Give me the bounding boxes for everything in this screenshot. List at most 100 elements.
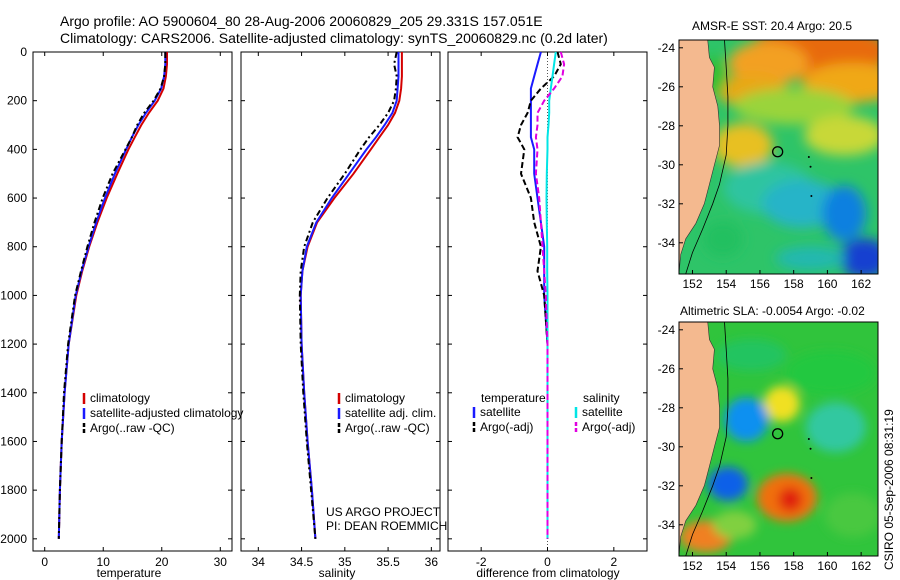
temperature-frame xyxy=(32,51,233,552)
salinity-panel: 34 34.5 35 35.5 36 salinity climatologysatelli… xyxy=(240,51,441,580)
sla_map-anomaly xyxy=(805,402,866,453)
difference-series-line xyxy=(516,51,562,539)
sst-map: 152 154 156 158 160 162 -24 -26 -28 -30 -32 -34 xyxy=(658,39,879,291)
sla_map-x-tick-label: 162 xyxy=(851,559,871,573)
sla_map-y-tick-label: -32 xyxy=(658,479,676,493)
difference-series-line xyxy=(534,51,566,539)
difference-series-line xyxy=(545,51,557,539)
depth-tick-label: 2000 xyxy=(0,532,27,546)
depth-tick-label: 800 xyxy=(7,240,27,254)
sla_map-frame xyxy=(678,321,879,557)
legend-label: satellite-adjusted climatology xyxy=(90,406,243,420)
legend-label: Argo(..raw -QC) xyxy=(90,421,175,435)
sst_map-y-tick-label: -30 xyxy=(658,158,676,172)
figure-title-line-2: Climatology: CARS2006. Satellite-adjuste… xyxy=(60,30,608,46)
sla-map-title: Altimetric SLA: -0.0054 Argo: -0.02 xyxy=(680,304,865,318)
sst_map-x-tick-label: 152 xyxy=(682,277,702,291)
temperature-x-tick-label: 0 xyxy=(41,555,48,569)
depth-tick-label: 1200 xyxy=(0,337,27,351)
legend-label: climatology xyxy=(90,391,150,405)
sst_map-x-tick-label: 154 xyxy=(716,277,736,291)
temperature-series-line xyxy=(57,52,167,539)
sst_map-y-tick-label: -34 xyxy=(658,236,676,250)
temperature-panel: 0 10 20 30 temperature 0 200 400 600 800 1000 1200 1… xyxy=(0,45,243,580)
sst_map-island xyxy=(810,195,813,197)
salinity-series-line xyxy=(298,51,398,539)
sla_map-y-tick-label: -26 xyxy=(658,362,676,376)
sla_map-x-tick-label: 154 xyxy=(716,559,736,573)
sst_map-y-tick-label: -24 xyxy=(658,41,676,55)
salinity-x-axis-label: salinity xyxy=(319,566,356,580)
sst_map-anomaly xyxy=(713,123,774,168)
sla_map-y-tick-label: -30 xyxy=(658,440,676,454)
sla_map-land xyxy=(679,322,720,556)
difference-x-tick-label: 0 xyxy=(544,555,551,569)
sla_map-anomaly xyxy=(712,510,757,539)
timestamp-stamp: CSIRO 05-Sep-2006 08:31:19 xyxy=(882,409,896,570)
sla_map-coastline xyxy=(679,322,720,556)
sst_map-y-tick-label: -28 xyxy=(658,119,676,133)
sst-map-title: AMSR-E SST: 20.4 Argo: 20.5 xyxy=(692,19,852,33)
sla_map-x-tick-label: 158 xyxy=(784,559,804,573)
sst_map-y-tick-label: -26 xyxy=(658,80,676,94)
sla_map-island xyxy=(809,447,812,450)
sla_map-anomaly xyxy=(707,466,748,501)
sst_map-island xyxy=(807,156,810,158)
salinity-x-tick-label: 35 xyxy=(338,555,352,569)
depth-tick-label: 1400 xyxy=(0,386,27,400)
sst_map-x-tick-label: 158 xyxy=(784,277,804,291)
depth-tick-label: 200 xyxy=(7,94,27,108)
sla_map-island xyxy=(807,438,810,440)
sla_map-anomaly xyxy=(824,493,878,538)
legend-label: Argo(-adj) xyxy=(480,420,533,434)
sst_map-anomaly-blobs xyxy=(702,40,878,274)
project-label: US ARGO PROJECT xyxy=(326,505,441,519)
difference-x-axis-label: difference from climatology xyxy=(476,566,619,580)
depth-tick-label: 1800 xyxy=(0,483,27,497)
salinity-x-tick-label: 34 xyxy=(252,555,266,569)
legend-label: climatology xyxy=(345,391,405,405)
depth-tick-label: 1600 xyxy=(0,434,27,448)
legend-header-salinity: salinity xyxy=(583,391,620,405)
sla_map-anomaly-blobs xyxy=(679,339,878,553)
sst_map-y-tick-label: -32 xyxy=(658,197,676,211)
salinity-series-line xyxy=(299,52,403,539)
sst_map-coastline xyxy=(679,40,720,274)
sst_map-anomaly xyxy=(822,185,867,242)
temperature-x-axis-label: temperature xyxy=(97,566,162,580)
depth-tick-label: 600 xyxy=(7,191,27,205)
legend-header-temperature: temperature xyxy=(481,391,546,405)
salinity-frame xyxy=(240,51,441,552)
sla_map-y-tick-label: -24 xyxy=(658,323,676,337)
sla_map-x-tick-label: 156 xyxy=(750,559,770,573)
legend-label: satellite xyxy=(480,405,521,419)
sla_map-field xyxy=(679,322,878,556)
sla_map-anomaly xyxy=(778,487,803,512)
sst_map-anomaly xyxy=(775,246,846,271)
sla_map-y-tick-label: -28 xyxy=(658,401,676,415)
difference-x-tick-label: 2 xyxy=(610,555,617,569)
sst_map-anomaly xyxy=(762,179,843,228)
temperature-x-tick-label: 10 xyxy=(97,555,111,569)
sst_map-island xyxy=(809,165,812,168)
sst_map-float-marker xyxy=(772,146,784,158)
legend-label: satellite adj. clim. xyxy=(345,406,436,420)
legend-label: Argo(..raw -QC) xyxy=(345,421,430,435)
sst_map-x-tick-label: 160 xyxy=(817,277,837,291)
sst_map-land xyxy=(679,40,720,274)
salinity-x-tick-label: 36 xyxy=(425,555,439,569)
sla_map-anomaly xyxy=(724,397,769,442)
depth-tick-label: 0 xyxy=(20,45,27,59)
legend-label: Argo(-adj) xyxy=(582,420,635,434)
sst_map-anomaly xyxy=(702,220,743,257)
sst_map-anomaly xyxy=(839,238,878,274)
sst_map-anomaly xyxy=(733,88,854,125)
sla_map-island xyxy=(810,477,813,479)
sla-map: 152 154 156 158 160 162 -24 -26 -28 -30 -32 -34 xyxy=(658,321,879,573)
depth-tick-label: 400 xyxy=(7,142,27,156)
sla_map-x-tick-label: 152 xyxy=(682,559,702,573)
depth-tick-label: 1000 xyxy=(0,288,27,302)
sst_map-anomaly xyxy=(804,115,878,156)
